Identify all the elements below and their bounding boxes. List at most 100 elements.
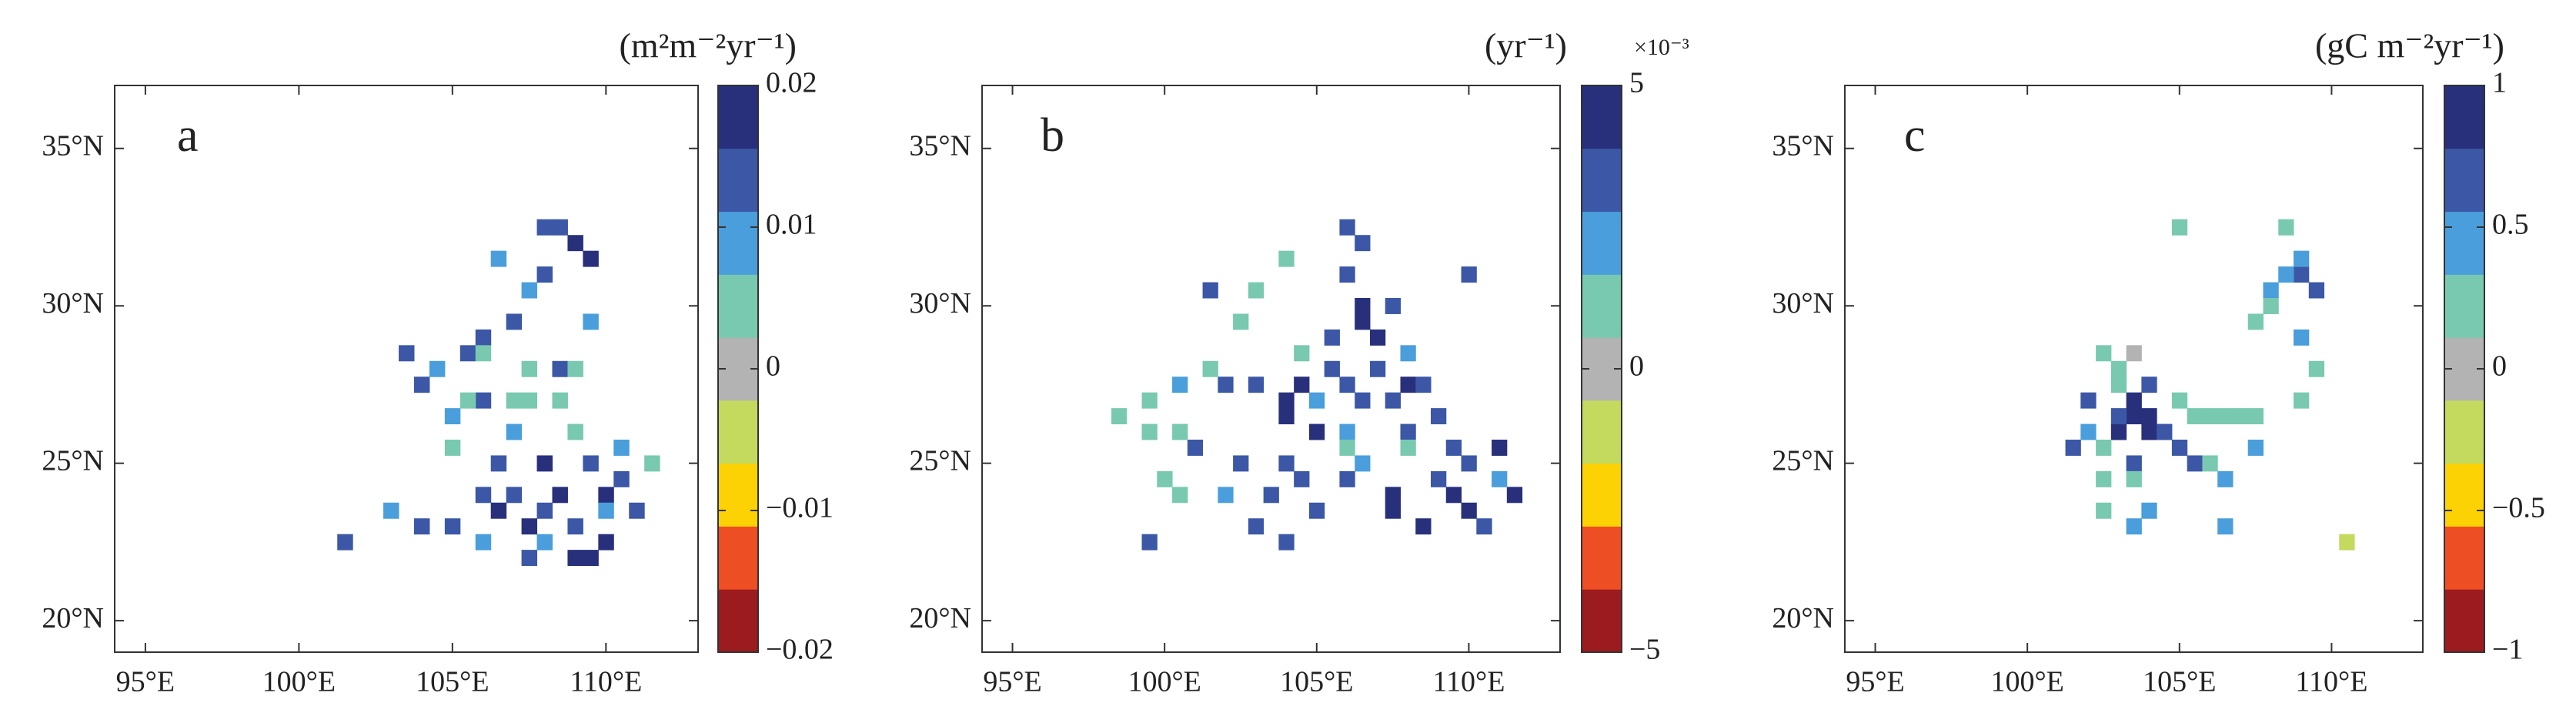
grid-cell — [613, 470, 630, 487]
grid-cell — [1187, 440, 1204, 456]
colorbar-segment — [718, 589, 758, 653]
grid-cell — [2065, 440, 2081, 456]
grid-cell — [1355, 455, 1371, 472]
grid-cell — [1476, 518, 1492, 535]
grid-cell — [1141, 534, 1158, 551]
x-tick-label: 95°E — [1846, 666, 1904, 698]
grid-cell — [2294, 250, 2310, 267]
grid-cell — [1400, 377, 1416, 393]
grid-cell — [2171, 440, 2188, 456]
grid-cell — [2247, 313, 2264, 330]
grid-cell — [1324, 360, 1340, 377]
grid-cell — [2080, 392, 2097, 409]
colorbar-segment — [2444, 589, 2484, 653]
colorbar-tick-label: 1 — [2492, 67, 2507, 99]
colorbar-segment — [2444, 526, 2484, 590]
grid-cell — [1278, 408, 1295, 425]
colorbar-tick-label: 0 — [766, 350, 780, 383]
y-tick-label: 25°N — [42, 444, 104, 477]
grid-cell — [1324, 329, 1340, 346]
colorbar-title: (yr⁻¹) — [1485, 26, 1567, 65]
grid-cell — [552, 219, 568, 236]
grid-cell — [2096, 345, 2112, 362]
grid-cell — [1339, 266, 1355, 283]
grid-cell — [583, 550, 599, 567]
grid-cell — [1294, 377, 1310, 393]
grid-cell — [2278, 266, 2294, 283]
grid-cell — [2126, 455, 2142, 472]
grid-cell — [444, 518, 461, 535]
colorbar-tick-label: −5 — [1629, 634, 1660, 666]
grid-cell — [459, 345, 476, 362]
grid-cell — [552, 392, 568, 409]
colorbar-segment — [1582, 589, 1622, 653]
grid-cell — [1278, 250, 1295, 267]
grid-cell — [1141, 423, 1158, 440]
colorbar-title: (m²m⁻²yr⁻¹) — [620, 26, 797, 65]
grid-cell — [2339, 534, 2355, 551]
grid-cell — [2263, 282, 2279, 299]
grid-cell — [1445, 440, 1462, 456]
colorbar-segment — [718, 463, 758, 527]
grid-cell — [567, 550, 583, 567]
x-tick-label: 105°E — [1280, 666, 1353, 698]
colorbar-segment — [1582, 85, 1622, 149]
grid-cell — [536, 266, 553, 283]
grid-cell — [383, 502, 399, 519]
grid-cell — [2187, 408, 2203, 425]
grid-cell — [536, 502, 553, 519]
grid-cell — [583, 250, 599, 267]
grid-cell — [613, 440, 630, 456]
grid-cell — [1339, 377, 1355, 393]
grid-cell — [2308, 360, 2325, 377]
grid-cell — [1294, 345, 1310, 362]
x-tick-label: 110°E — [570, 666, 642, 698]
colorbar-segment — [2444, 463, 2484, 527]
x-tick-label: 100°E — [1990, 666, 2063, 698]
grid-cell — [1339, 219, 1355, 236]
grid-cell — [521, 360, 538, 377]
grid-cell — [1218, 487, 1234, 504]
y-tick-label: 30°N — [909, 287, 971, 320]
grid-cell — [1172, 487, 1188, 504]
grid-cell — [2217, 518, 2234, 535]
y-tick-label: 30°N — [1772, 287, 1834, 320]
grid-cell — [1278, 392, 1295, 409]
grid-cell — [1415, 518, 1432, 535]
grid-cell — [490, 502, 507, 519]
axes-frame — [1844, 85, 2424, 653]
grid-cell — [1248, 282, 1265, 299]
grid-cell — [2096, 440, 2112, 456]
colorbar-tick-label: 0.01 — [766, 209, 817, 241]
colorbar-segment — [2444, 400, 2484, 464]
colorbar-segment — [2444, 211, 2484, 275]
grid-cell — [2294, 329, 2310, 346]
grid-cell — [521, 550, 538, 567]
colorbar-segment — [718, 274, 758, 338]
grid-cell — [1248, 518, 1265, 535]
grid-cell — [1369, 329, 1386, 346]
grid-cell — [536, 534, 553, 551]
x-tick-label: 110°E — [2295, 666, 2367, 698]
grid-cell — [629, 502, 645, 519]
cells — [1111, 219, 1523, 551]
grid-cell — [1233, 455, 1249, 472]
grid-cell — [1461, 502, 1477, 519]
grid-cell — [567, 518, 583, 535]
grid-cell — [1233, 313, 1249, 330]
grid-cell — [2232, 408, 2249, 425]
x-tick-label: 105°E — [2143, 666, 2216, 698]
grid-cell — [399, 345, 415, 362]
grid-cell — [475, 345, 492, 362]
grid-cell — [1355, 298, 1371, 314]
grid-cell — [2110, 360, 2127, 377]
grid-cell — [2202, 455, 2218, 472]
cells — [2065, 219, 2355, 551]
axes-frame — [981, 85, 1561, 653]
grid-cell — [2247, 440, 2264, 456]
colorbar-segment — [2444, 85, 2484, 149]
colorbar-tick-label: 0 — [2492, 350, 2507, 383]
grid-cell — [644, 455, 660, 472]
y-tick-label: 20°N — [909, 602, 971, 634]
x-tick-label: 95°E — [116, 666, 175, 698]
